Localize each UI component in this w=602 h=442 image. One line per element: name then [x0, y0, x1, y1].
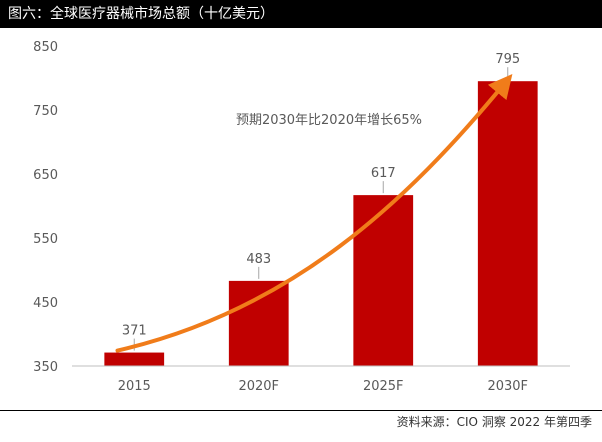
data-labels: 371 483 617 795: [122, 52, 520, 351]
bar: [228, 280, 289, 366]
data-label: 617: [371, 166, 396, 181]
figure-title: 图六：全球医疗器械市场总额（十亿美元）: [0, 0, 602, 28]
x-axis: 2015 2020F 2025F 2030F: [118, 379, 528, 394]
data-label: 371: [122, 324, 147, 339]
bar: [477, 81, 538, 366]
y-tick-label: 750: [33, 104, 58, 119]
data-label: 483: [246, 252, 271, 267]
data-label: 795: [495, 52, 520, 67]
x-tick-label: 2020F: [238, 379, 279, 394]
x-tick-label: 2030F: [487, 379, 528, 394]
x-tick-label: 2015: [118, 379, 151, 394]
bar: [353, 195, 414, 366]
bar-chart: 350 450 550 650 750 850 2015 2020F 2025F 2030F 3…: [33, 40, 570, 394]
x-tick-label: 2025F: [363, 379, 404, 394]
bottom-rule: [0, 410, 602, 411]
y-tick-label: 550: [33, 232, 58, 247]
y-tick-label: 650: [33, 168, 58, 183]
source-note: 资料来源：CIO 洞察 2022 年第四季: [396, 415, 592, 429]
y-axis: 350 450 550 650 750 850: [33, 40, 58, 375]
bars: [104, 81, 538, 366]
chart-area: 350 450 550 650 750 850 2015 2020F 2025F 2030F 3…: [0, 28, 602, 410]
growth-annotation: 预期2030年比2020年增长65%: [236, 113, 422, 128]
y-tick-label: 350: [33, 360, 58, 375]
y-tick-label: 450: [33, 296, 58, 311]
y-tick-label: 850: [33, 40, 58, 55]
trend-arrow: [115, 73, 513, 353]
bar: [104, 352, 165, 366]
